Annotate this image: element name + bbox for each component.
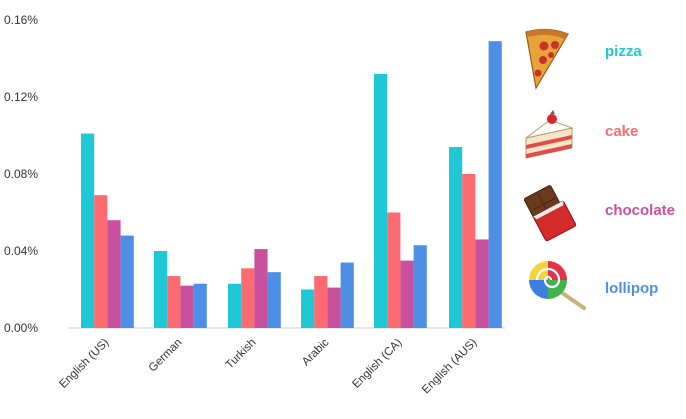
bar-chocolate xyxy=(107,220,121,328)
bar-group xyxy=(81,133,134,328)
bar-group xyxy=(228,249,281,328)
legend: pizza cake chocolate lollipop xyxy=(523,28,675,310)
x-tick-label: Arabic xyxy=(300,336,332,368)
bar-pizza xyxy=(154,251,168,328)
bar-pizza xyxy=(374,73,388,329)
bar-group xyxy=(449,41,502,329)
bar-lollipop xyxy=(120,235,134,328)
bar-chocolate xyxy=(327,287,341,328)
bar-cake xyxy=(94,195,108,328)
pizza-icon xyxy=(525,28,569,90)
bar-group xyxy=(301,262,354,328)
bar-cake xyxy=(314,276,328,328)
bar-lollipop xyxy=(488,41,502,329)
bar-pizza xyxy=(228,283,242,328)
bar-lollipop xyxy=(193,283,207,328)
bar-cake xyxy=(387,212,401,328)
bar-pizza xyxy=(449,147,463,328)
y-tick-label: 0.12% xyxy=(4,90,38,104)
x-tick-label: German xyxy=(147,337,185,375)
bar-lollipop xyxy=(340,262,354,328)
bar-pizza xyxy=(81,133,95,328)
bar-lollipop xyxy=(413,245,427,328)
bar-lollipop xyxy=(267,272,281,328)
chocolate-icon xyxy=(523,185,577,242)
bar-cake xyxy=(241,268,255,328)
x-tick-label: Turkish xyxy=(224,337,259,372)
legend-label-lollipop: lollipop xyxy=(605,280,658,297)
x-tick-label: English (CA) xyxy=(350,337,404,391)
legend-label-chocolate: chocolate xyxy=(605,202,675,219)
bar-chocolate xyxy=(180,285,194,328)
x-tick-label: English (US) xyxy=(57,337,111,391)
bar-cake xyxy=(167,276,181,328)
lollipop-icon xyxy=(529,261,586,310)
y-tick-label: 0.00% xyxy=(4,321,38,335)
bars xyxy=(81,41,502,329)
bar-chocolate xyxy=(254,249,268,328)
legend-label-cake: cake xyxy=(605,123,638,140)
y-axis: 0.00% 0.04% 0.08% 0.12% 0.16% xyxy=(4,13,38,335)
y-tick-label: 0.04% xyxy=(4,244,38,258)
bar-cake xyxy=(462,174,476,328)
legend-label-pizza: pizza xyxy=(605,43,642,60)
bar-chocolate xyxy=(475,239,489,328)
y-tick-label: 0.08% xyxy=(4,167,38,181)
bar-group xyxy=(374,73,427,329)
bar-pizza xyxy=(301,289,315,328)
bar-chocolate xyxy=(400,260,414,328)
y-tick-label: 0.16% xyxy=(4,13,38,27)
bar-group xyxy=(154,251,207,328)
x-tick-label: English (AUS) xyxy=(420,337,480,397)
cake-icon xyxy=(525,110,574,159)
x-axis: English (US) German Turkish Arabic English (… xyxy=(57,336,479,396)
